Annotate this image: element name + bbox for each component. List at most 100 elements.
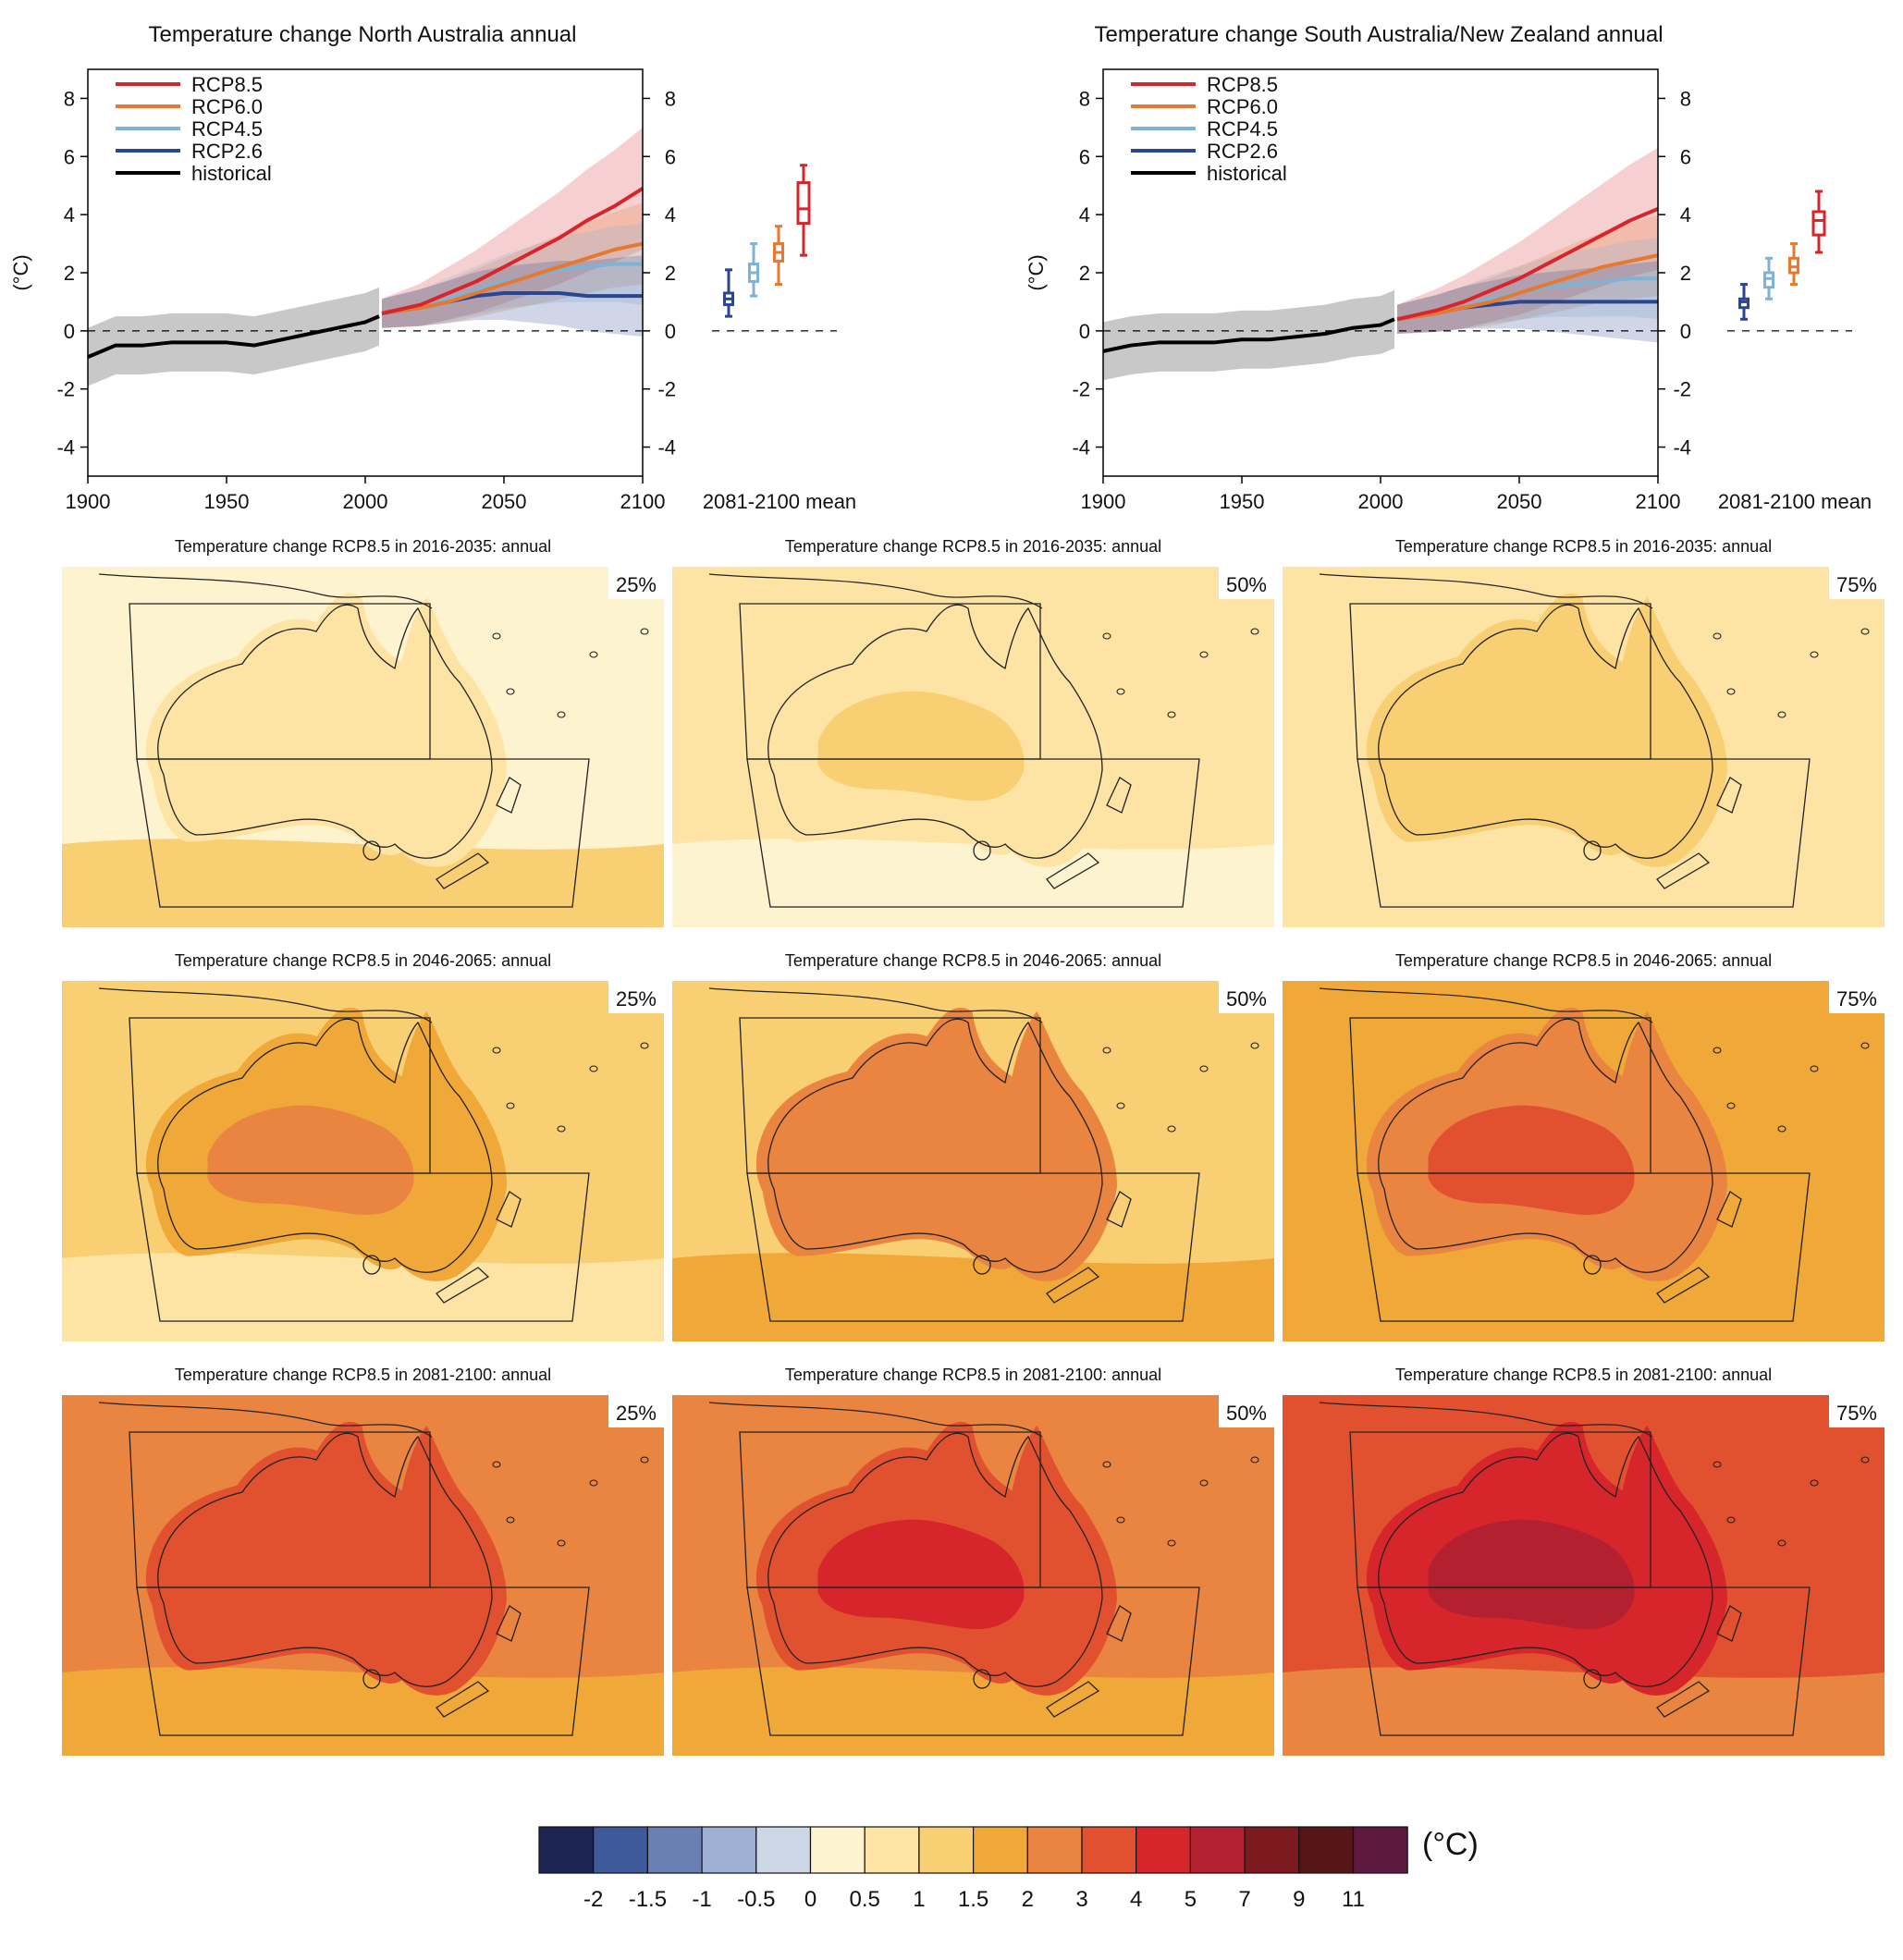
new-guinea-coastline (1319, 573, 1653, 609)
series-line-rcp60 (381, 241, 644, 315)
map-southern-band (672, 1253, 1274, 1341)
y-tick-label-right: -4 (657, 436, 676, 459)
percentile-label: 50% (1226, 987, 1267, 1011)
series-line-historical (87, 314, 380, 359)
y-tick-label: -2 (56, 378, 75, 401)
envelope-layer (88, 127, 643, 386)
tasmania-coastline (973, 840, 991, 861)
island-coastline (1102, 632, 1111, 640)
boxplot-rcp26 (1738, 283, 1750, 321)
new-guinea-coastline (1319, 1402, 1653, 1438)
y-axis-label: (°C) (9, 254, 32, 290)
x-tick-label: 2000 (1358, 490, 1404, 513)
x-tick-label: 1900 (66, 490, 111, 513)
percentile-badge (608, 1395, 664, 1427)
island-coastline (1726, 688, 1736, 695)
new-zealand-coastline (436, 1605, 522, 1718)
map-title: Temperature change RCP8.5 in 2081-2100: … (175, 1366, 551, 1384)
line-chart-south-australia-new-zealand: Temperature change South Australia/New Z… (1025, 22, 1872, 513)
spread-rcp85 (382, 127, 643, 328)
envelope-layer (1103, 147, 1658, 381)
map-body (1283, 981, 1885, 1341)
map-panel: Temperature change RCP8.5 in 2081-2100: … (62, 1366, 664, 1756)
series-layer (1102, 207, 1659, 353)
map-panel: Temperature change RCP8.5 in 2046-2065: … (672, 951, 1274, 1341)
island-coastline (1810, 1065, 1819, 1072)
map-body (672, 981, 1274, 1341)
island-coastline (557, 711, 566, 718)
new-zealand-coastline (1046, 777, 1132, 889)
island-coastline (1810, 1479, 1819, 1487)
y-ticks-left: -4 -2 0 2 4 6 8 (1072, 87, 1103, 459)
map-title: Temperature change RCP8.5 in 2081-2100: … (785, 1366, 1161, 1384)
map-panel: Temperature change RCP8.5 in 2046-2065: … (1283, 951, 1885, 1341)
island-coastline (1860, 628, 1870, 635)
colorbar-cell (864, 1826, 920, 1874)
colorbar-cell (1081, 1826, 1137, 1874)
legend-label: RCP4.5 (1207, 117, 1278, 141)
island-coastline (589, 1479, 598, 1487)
new-guinea-coastline (708, 987, 1043, 1023)
island-coastline (640, 628, 649, 635)
percentile-badge (1219, 567, 1274, 599)
new-zealand-coastline (1046, 1191, 1132, 1304)
island-coastline (1199, 1479, 1209, 1487)
map-panel: Temperature change RCP8.5 in 2016-2035: … (672, 537, 1274, 927)
map-panel: Temperature change RCP8.5 in 2016-2035: … (1283, 537, 1885, 927)
island-coastline (1116, 1516, 1125, 1524)
y-tick-label-right: 2 (665, 262, 676, 285)
island-coastline (506, 1102, 515, 1109)
map-southern-band (62, 1667, 664, 1756)
map-body (1283, 567, 1885, 927)
spread-rcp60 (382, 202, 643, 328)
island-coastline (1713, 1047, 1722, 1054)
legend-label: RCP8.5 (191, 73, 263, 96)
island-coastline (1167, 1125, 1176, 1133)
y-tick-label: 4 (1079, 203, 1090, 227)
percentile-badge (1219, 1395, 1274, 1427)
y-tick-label: 4 (64, 203, 75, 227)
chart-title: Temperature change South Australia/New Z… (1094, 22, 1663, 47)
island-coastline (1726, 1516, 1736, 1524)
legend-label: RCP2.6 (1207, 140, 1278, 163)
new-guinea-coastline (98, 573, 433, 609)
colorbar-cell (918, 1826, 975, 1874)
colorbar-cell (809, 1826, 866, 1874)
chart-title: Temperature change North Australia annua… (149, 22, 577, 47)
y-tick-label-right: 4 (1680, 203, 1691, 227)
colorbar-cell (1352, 1826, 1408, 1874)
colorbar-ticks: -2 -1.5 -1 -0.5 0 0.5 1 1.5 2 3 4 5 7 9 11 (583, 1887, 1365, 1912)
percentile-label: 25% (616, 987, 657, 1011)
x-tick-label: 1950 (204, 490, 250, 513)
box-body (1763, 271, 1774, 289)
map-title: Temperature change RCP8.5 in 2016-2035: … (785, 537, 1161, 556)
island-coastline (640, 1042, 649, 1049)
colorbar-cell (1026, 1826, 1083, 1874)
tasmania-coastline (1583, 1669, 1602, 1689)
colorbar-tick-label: 7 (1238, 1887, 1250, 1912)
region-box-south-australia-new-zealand (1357, 758, 1811, 908)
colorbar-tick-label: 5 (1185, 1887, 1197, 1912)
map-title: Temperature change RCP8.5 in 2016-2035: … (1395, 537, 1772, 556)
colorbar-cells (538, 1826, 1408, 1874)
y-tick-label: 0 (64, 320, 75, 343)
y-tick-label: 2 (1079, 262, 1090, 285)
percentile-label: 25% (616, 573, 657, 596)
x-ticks: 1900 1950 2000 2050 2100 (66, 476, 665, 513)
percentile-badge (1829, 981, 1885, 1013)
new-guinea-coastline (1319, 987, 1653, 1023)
island-coastline (1860, 1042, 1870, 1049)
map-southern-band (1283, 839, 1885, 927)
box-axis-label: 2081-2100 mean (703, 490, 856, 513)
island-coastline (589, 1065, 598, 1072)
y-ticks-right: -4 -2 0 2 4 6 8 (643, 87, 676, 459)
colorbar-tick-label: -2 (583, 1887, 603, 1912)
y-tick-label: 2 (64, 262, 75, 285)
boxplot-layer (1738, 190, 1826, 321)
boxplot-rcp45 (1763, 256, 1774, 300)
boxplot-rcp85 (796, 164, 811, 257)
series-line-rcp60 (1396, 253, 1659, 322)
island-coastline (1250, 1042, 1259, 1049)
